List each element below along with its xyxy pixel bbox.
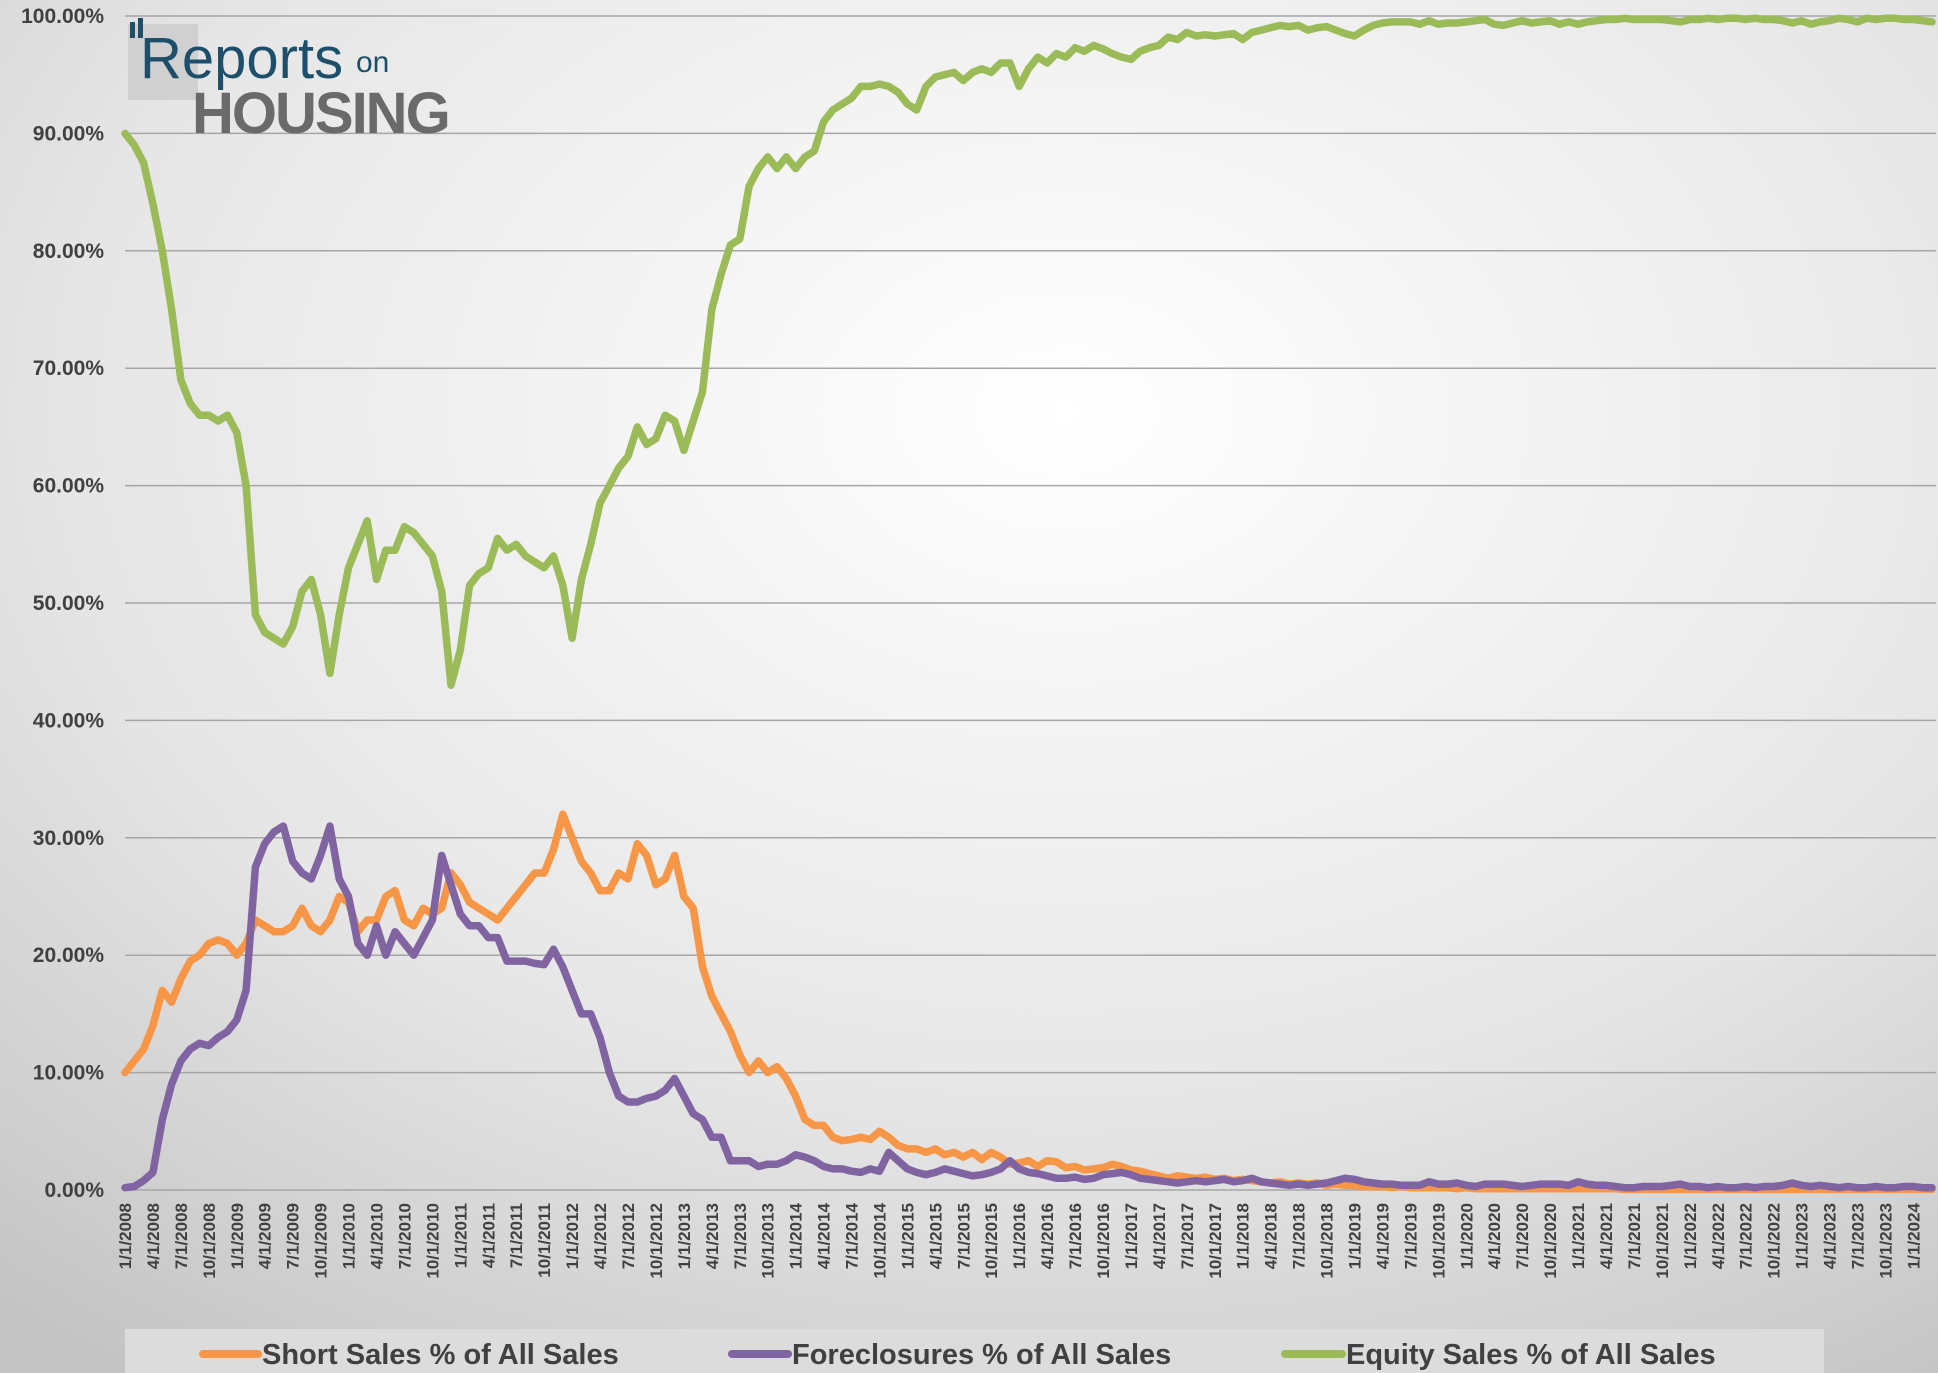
x-tick-label: 4/1/2018 xyxy=(1262,1203,1281,1269)
logo-word: Reports xyxy=(140,26,343,91)
y-tick-label: 90.00% xyxy=(33,122,105,145)
y-tick-label: 70.00% xyxy=(33,357,105,380)
x-tick-label: 7/1/2009 xyxy=(284,1203,303,1269)
x-tick-label: 10/1/2012 xyxy=(647,1203,666,1279)
y-tick-label: 50.00% xyxy=(33,592,105,615)
x-tick-label: 1/1/2017 xyxy=(1122,1203,1141,1269)
x-tick-label: 1/1/2011 xyxy=(451,1203,470,1268)
x-tick-label: 4/1/2020 xyxy=(1485,1203,1504,1269)
x-tick-label: 1/1/2021 xyxy=(1569,1203,1588,1269)
x-tick-label: 10/1/2013 xyxy=(759,1203,778,1279)
x-tick-label: 1/1/2016 xyxy=(1010,1203,1029,1269)
x-tick-label: 7/1/2017 xyxy=(1178,1203,1197,1269)
x-tick-label: 7/1/2015 xyxy=(954,1203,973,1269)
y-tick-label: 10.00% xyxy=(33,1062,105,1085)
y-tick-label: 20.00% xyxy=(33,944,105,967)
x-tick-label: 4/1/2013 xyxy=(703,1203,722,1269)
x-tick-label: 4/1/2014 xyxy=(815,1202,834,1269)
x-tick-label: 7/1/2021 xyxy=(1625,1203,1644,1269)
x-tick-label: 7/1/2011 xyxy=(507,1203,526,1268)
x-tick-label: 10/1/2021 xyxy=(1653,1203,1672,1279)
x-tick-label: 4/1/2010 xyxy=(367,1203,386,1269)
x-tick-label: 7/1/2019 xyxy=(1401,1203,1420,1269)
x-tick-label: 10/1/2022 xyxy=(1765,1203,1784,1279)
y-tick-label: 80.00% xyxy=(33,240,105,263)
y-tick-label: 0.00% xyxy=(44,1179,104,1202)
x-tick-label: 1/1/2020 xyxy=(1457,1203,1476,1269)
x-tick-label: 10/1/2020 xyxy=(1541,1203,1560,1279)
x-tick-label: 4/1/2021 xyxy=(1597,1203,1616,1269)
x-tick-label: 10/1/2015 xyxy=(982,1203,1001,1279)
x-tick-label: 1/1/2010 xyxy=(340,1203,359,1269)
x-tick-label: 10/1/2023 xyxy=(1876,1203,1895,1279)
x-tick-label: 4/1/2017 xyxy=(1150,1203,1169,1269)
logo-big: HOUSING xyxy=(192,81,449,146)
x-tick-label: 7/1/2022 xyxy=(1737,1203,1756,1269)
x-tick-label: 4/1/2012 xyxy=(591,1203,610,1269)
x-tick-label: 4/1/2022 xyxy=(1709,1203,1728,1269)
x-tick-label: 10/1/2011 xyxy=(535,1203,554,1278)
x-tick-label: 10/1/2008 xyxy=(200,1203,219,1279)
series-line xyxy=(121,822,1936,1192)
x-tick-label: 4/1/2015 xyxy=(926,1203,945,1269)
legend-box xyxy=(125,1329,1824,1373)
x-tick-label: 1/1/2012 xyxy=(563,1203,582,1269)
x-tick-label: 7/1/2018 xyxy=(1290,1203,1309,1269)
legend-label: Short Sales % of All Sales xyxy=(262,1339,619,1371)
x-tick-label: 1/1/2018 xyxy=(1234,1203,1253,1269)
x-tick-label: 10/1/2016 xyxy=(1094,1203,1113,1279)
x-tick-label: 1/1/2022 xyxy=(1681,1203,1700,1269)
x-tick-label: 7/1/2014 xyxy=(843,1202,862,1269)
lines xyxy=(121,14,1936,1194)
x-tick-label: 10/1/2014 xyxy=(870,1202,889,1278)
x-tick-label: 4/1/2023 xyxy=(1821,1203,1840,1269)
series-line xyxy=(121,14,1936,689)
labels: 0.00% 10.00% 20.00% 30.00% 40.00% 50.00% 60.00… xyxy=(21,5,1923,1279)
x-tick-label: 1/1/2019 xyxy=(1346,1203,1365,1269)
x-tick-label: 4/1/2008 xyxy=(144,1203,163,1269)
y-tick-label: 100.00% xyxy=(21,5,104,28)
x-tick-label: 7/1/2016 xyxy=(1066,1203,1085,1269)
x-tick-label: 4/1/2011 xyxy=(479,1203,498,1268)
grid xyxy=(125,15,1936,1191)
x-tick-label: 4/1/2016 xyxy=(1038,1203,1057,1269)
x-tick-label: 7/1/2012 xyxy=(619,1203,638,1269)
x-tick-label: 4/1/2019 xyxy=(1373,1203,1392,1269)
y-tick-label: 30.00% xyxy=(33,827,105,850)
x-tick-label: 7/1/2010 xyxy=(395,1203,414,1269)
x-tick-label: 10/1/2018 xyxy=(1318,1203,1337,1279)
x-tick-label: 7/1/2013 xyxy=(731,1203,750,1269)
x-tick-label: 7/1/2020 xyxy=(1513,1203,1532,1269)
logo: Reports on HOUSING xyxy=(128,18,451,146)
x-tick-label: 1/1/2015 xyxy=(898,1203,917,1269)
x-tick-label: 1/1/2023 xyxy=(1793,1203,1812,1269)
logo-bar xyxy=(130,22,135,38)
x-tick-label: 4/1/2009 xyxy=(256,1203,275,1269)
legend: Short Sales % of All Sales Foreclosures %… xyxy=(199,1339,1716,1371)
x-tick-label: 1/1/2024 xyxy=(1904,1202,1923,1269)
x-tick-label: 10/1/2017 xyxy=(1206,1203,1225,1279)
logo-small: on xyxy=(356,46,389,79)
x-tick-label: 1/1/2013 xyxy=(675,1203,694,1269)
legend-label: Foreclosures % of All Sales xyxy=(792,1339,1171,1371)
y-tick-label: 40.00% xyxy=(33,709,105,732)
y-tick-label: 60.00% xyxy=(33,475,105,498)
x-tick-label: 10/1/2009 xyxy=(312,1203,331,1279)
x-tick-label: 1/1/2009 xyxy=(228,1203,247,1269)
x-tick-label: 10/1/2019 xyxy=(1429,1203,1448,1279)
logo-bar xyxy=(138,18,143,38)
legend-label: Equity Sales % of All Sales xyxy=(1346,1339,1716,1371)
x-tick-label: 7/1/2008 xyxy=(172,1203,191,1269)
x-tick-label: 10/1/2010 xyxy=(423,1203,442,1279)
x-tick-label: 1/1/2014 xyxy=(787,1202,806,1269)
x-tick-label: 7/1/2023 xyxy=(1848,1203,1867,1269)
x-tick-label: 1/1/2008 xyxy=(116,1203,135,1269)
